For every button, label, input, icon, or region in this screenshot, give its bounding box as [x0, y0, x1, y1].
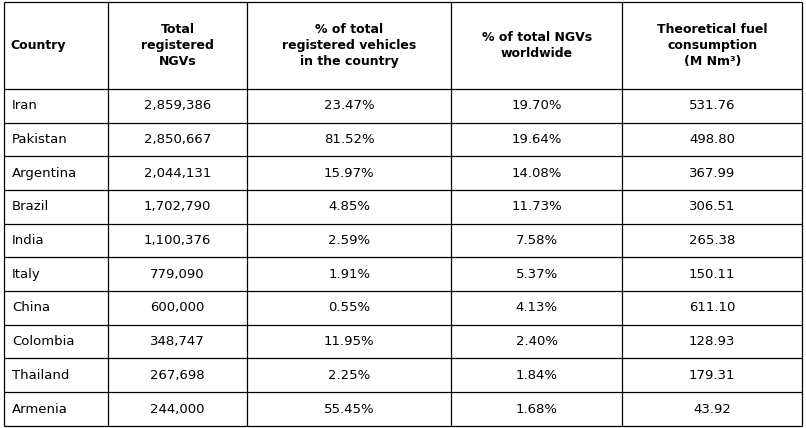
Text: 498.80: 498.80	[689, 133, 735, 146]
Text: 267,698: 267,698	[150, 369, 205, 382]
Text: Total
registered
NGVs: Total registered NGVs	[141, 23, 214, 68]
Text: Iran: Iran	[12, 99, 38, 112]
Text: China: China	[12, 301, 50, 315]
Text: 128.93: 128.93	[689, 335, 735, 348]
Text: Italy: Italy	[12, 268, 41, 281]
Text: Argentina: Argentina	[12, 167, 77, 180]
Text: 265.38: 265.38	[689, 234, 735, 247]
Text: 150.11: 150.11	[689, 268, 735, 281]
Text: 43.92: 43.92	[693, 402, 731, 416]
Text: 55.45%: 55.45%	[324, 402, 375, 416]
Text: Colombia: Colombia	[12, 335, 75, 348]
Text: Country: Country	[10, 39, 66, 52]
Text: 367.99: 367.99	[689, 167, 735, 180]
Text: Brazil: Brazil	[12, 200, 49, 214]
Text: 7.58%: 7.58%	[516, 234, 558, 247]
Text: 1.84%: 1.84%	[516, 369, 558, 382]
Text: 1,702,790: 1,702,790	[144, 200, 211, 214]
Text: 2.40%: 2.40%	[516, 335, 558, 348]
Text: 611.10: 611.10	[689, 301, 735, 315]
Text: 2,850,667: 2,850,667	[144, 133, 211, 146]
Text: 4.13%: 4.13%	[516, 301, 558, 315]
Text: 244,000: 244,000	[151, 402, 205, 416]
Text: 179.31: 179.31	[689, 369, 735, 382]
Text: 779,090: 779,090	[150, 268, 205, 281]
Text: Thailand: Thailand	[12, 369, 69, 382]
Text: 2,044,131: 2,044,131	[144, 167, 211, 180]
Text: India: India	[12, 234, 44, 247]
Text: 531.76: 531.76	[689, 99, 735, 112]
Text: 11.95%: 11.95%	[324, 335, 375, 348]
Text: 348,747: 348,747	[150, 335, 205, 348]
Text: 81.52%: 81.52%	[324, 133, 375, 146]
Text: % of total
registered vehicles
in the country: % of total registered vehicles in the co…	[282, 23, 416, 68]
Text: 14.08%: 14.08%	[512, 167, 562, 180]
Text: 306.51: 306.51	[689, 200, 735, 214]
Text: 1.68%: 1.68%	[516, 402, 558, 416]
Text: 15.97%: 15.97%	[324, 167, 375, 180]
Text: 1.91%: 1.91%	[328, 268, 370, 281]
Text: Theoretical fuel
consumption
(M Nm³): Theoretical fuel consumption (M Nm³)	[657, 23, 767, 68]
Text: Pakistan: Pakistan	[12, 133, 68, 146]
Text: Armenia: Armenia	[12, 402, 68, 416]
Text: 2,859,386: 2,859,386	[144, 99, 211, 112]
Text: 0.55%: 0.55%	[328, 301, 370, 315]
Text: 11.73%: 11.73%	[511, 200, 562, 214]
Text: 19.64%: 19.64%	[512, 133, 562, 146]
Text: % of total NGVs
worldwide: % of total NGVs worldwide	[482, 31, 592, 60]
Text: 19.70%: 19.70%	[511, 99, 562, 112]
Text: 2.59%: 2.59%	[328, 234, 370, 247]
Text: 600,000: 600,000	[151, 301, 205, 315]
Text: 4.85%: 4.85%	[328, 200, 370, 214]
Text: 5.37%: 5.37%	[516, 268, 558, 281]
Text: 1,100,376: 1,100,376	[144, 234, 211, 247]
Text: 2.25%: 2.25%	[328, 369, 370, 382]
Text: 23.47%: 23.47%	[324, 99, 375, 112]
